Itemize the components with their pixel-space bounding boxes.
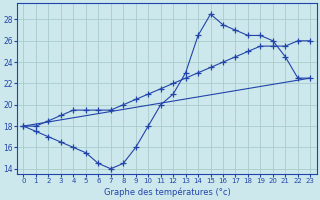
X-axis label: Graphe des températures (°c): Graphe des températures (°c) — [104, 187, 230, 197]
